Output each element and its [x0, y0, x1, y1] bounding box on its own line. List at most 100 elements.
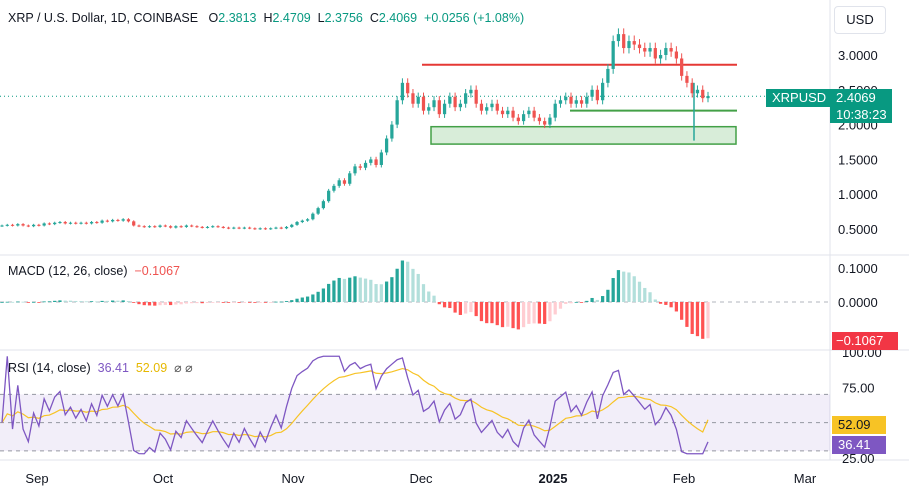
currency-button[interactable]: USD: [834, 6, 886, 34]
candle-body: [543, 121, 547, 125]
macd-bar: [211, 302, 215, 303]
candle-body: [0, 225, 4, 227]
macd-bar: [95, 301, 99, 303]
macd-bar: [564, 302, 568, 304]
macd-bar: [384, 281, 389, 302]
macd-bar: [116, 300, 120, 302]
time-tick-label: Mar: [794, 471, 817, 486]
candle-body: [500, 110, 505, 115]
macd-bar: [485, 302, 489, 324]
candle-body: [332, 185, 336, 191]
candle-body: [221, 226, 225, 228]
macd-bar: [132, 302, 136, 303]
candle-body: [53, 222, 57, 225]
macd-bar: [558, 302, 563, 309]
macd-value: −0.1067: [134, 264, 180, 278]
macd-bar: [300, 297, 304, 302]
macd-bar: [21, 301, 25, 303]
candle-body: [26, 225, 30, 227]
candle-body: [295, 222, 299, 225]
candle-body: [121, 219, 125, 221]
candle-body: [342, 180, 347, 184]
candle-body: [706, 96, 710, 99]
macd-bar: [58, 300, 62, 302]
macd-bar: [63, 300, 67, 302]
macd-bar: [579, 302, 584, 303]
time-tick-label: Sep: [25, 471, 48, 486]
candle-body: [469, 89, 473, 94]
macd-bar: [500, 302, 505, 328]
macd-bar: [37, 302, 41, 303]
macd-bar: [221, 302, 225, 303]
close-label: C: [369, 11, 379, 25]
macd-bar: [595, 299, 599, 302]
high-label: H: [263, 11, 273, 25]
candle-body: [400, 82, 405, 101]
macd-bar: [511, 302, 515, 329]
macd-bar: [274, 301, 278, 303]
rsi-ma-value: 52.09: [135, 361, 168, 375]
candlestick-series: [0, 28, 710, 230]
macd-bar: [437, 302, 441, 305]
candle-body: [632, 41, 636, 45]
candle-body: [126, 219, 131, 222]
candle-body: [205, 226, 210, 228]
candle-body: [653, 48, 657, 59]
rsi-legend[interactable]: RSI (14, close) 36.41 52.09 ⌀ ⌀: [8, 360, 193, 375]
candle-body: [300, 220, 304, 223]
macd-bar: [295, 298, 299, 302]
macd-bar: [516, 302, 520, 330]
macd-legend[interactable]: MACD (12, 26, close) −0.1067: [8, 264, 180, 278]
macd-bar: [226, 302, 231, 303]
candle-body: [153, 226, 157, 228]
candle-body: [464, 93, 468, 104]
candle-body: [427, 107, 431, 111]
candle-body: [574, 100, 578, 104]
macd-bar: [184, 302, 189, 304]
macd-bar: [10, 301, 15, 303]
candle-body: [269, 228, 273, 230]
macd-bar: [706, 302, 710, 339]
time-tick-label: Feb: [673, 471, 695, 486]
candle-body: [358, 166, 362, 168]
macd-bar: [190, 302, 194, 304]
candle-body: [416, 96, 420, 104]
macd-bar: [305, 296, 310, 302]
candle-body: [701, 89, 705, 99]
rsi-tick-label: 25.00: [842, 451, 875, 466]
candle-body: [116, 219, 120, 221]
candle-body: [42, 223, 46, 226]
macd-bar: [142, 302, 146, 306]
candle-body: [458, 103, 462, 108]
candle-body: [495, 103, 499, 111]
macd-bar: [537, 302, 542, 324]
macd-bar: [258, 302, 262, 303]
candle-body: [564, 96, 568, 101]
macd-bar: [495, 302, 499, 326]
open-value: 2.3813: [218, 11, 257, 25]
candle-body: [31, 224, 36, 227]
symbol-legend[interactable]: XRP / U.S. Dollar, 1D, COINBASE O2.3813 …: [8, 11, 524, 25]
macd-bar: [479, 302, 484, 322]
macd-bar: [648, 292, 652, 302]
macd-bar: [553, 302, 557, 315]
macd-bar: [585, 300, 589, 302]
macd-bar: [205, 302, 210, 303]
candle-body: [337, 180, 341, 186]
macd-bar: [637, 281, 642, 302]
candle-body: [79, 222, 83, 224]
macd-bar: [606, 289, 610, 302]
macd-bar: [153, 302, 157, 306]
macd-bar: [353, 276, 357, 302]
candle-body: [253, 228, 257, 230]
rsi-visibility-icons[interactable]: ⌀ ⌀: [174, 361, 193, 375]
macd-bar: [448, 302, 452, 309]
macd-bar: [506, 302, 510, 327]
macd-bar: [490, 302, 494, 324]
grid-layer: [0, 0, 909, 461]
macd-bar: [121, 300, 125, 302]
candle-body: [100, 220, 104, 223]
macd-bar: [5, 301, 9, 303]
candle-body: [327, 190, 331, 202]
